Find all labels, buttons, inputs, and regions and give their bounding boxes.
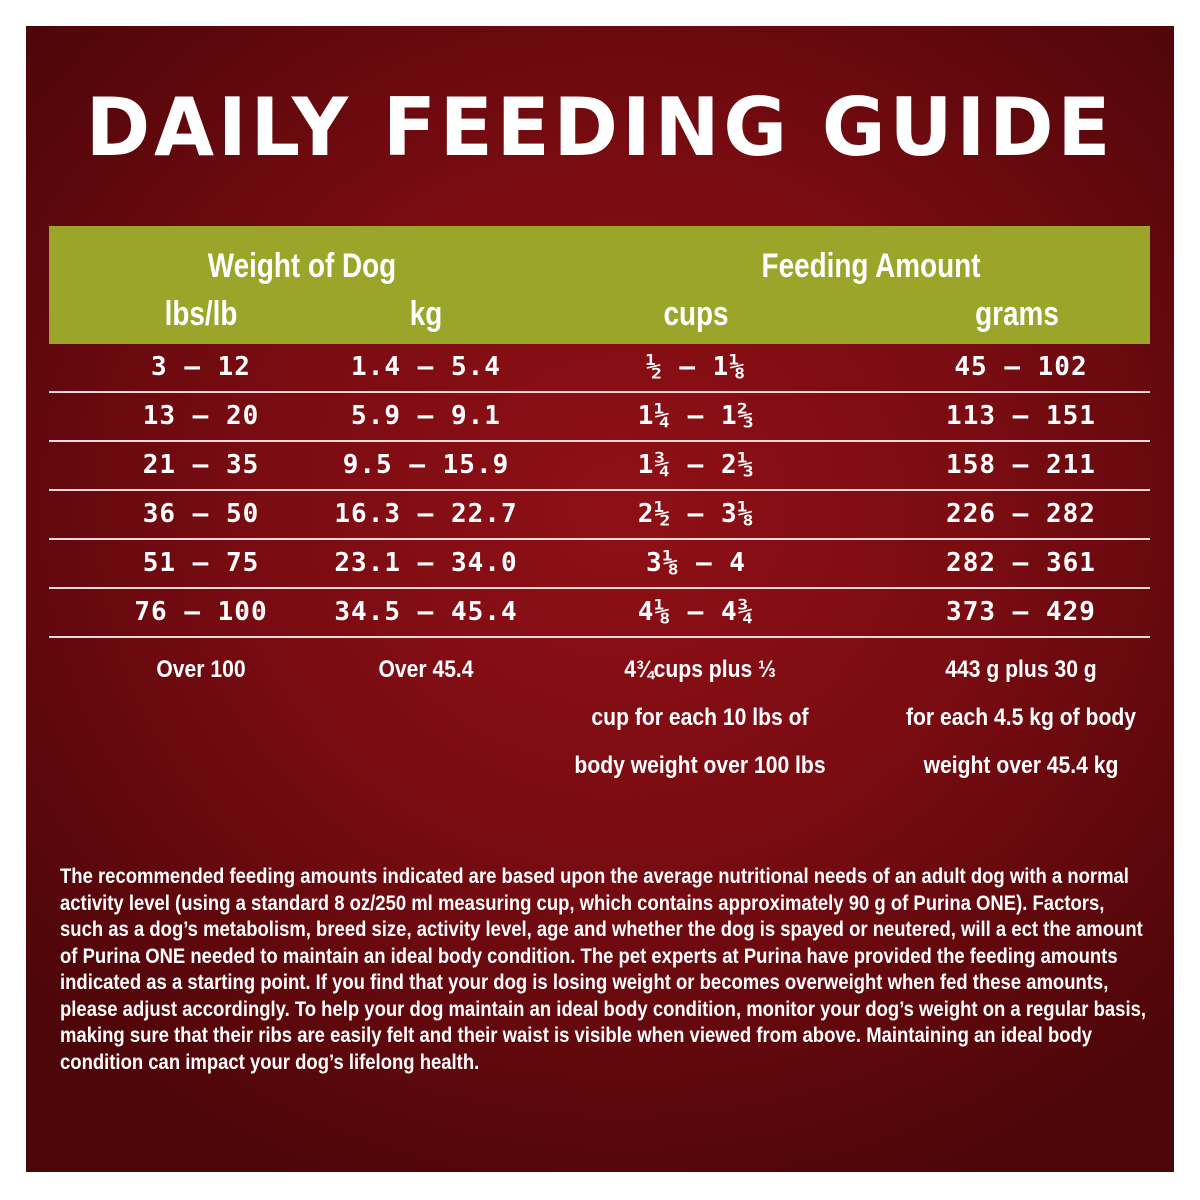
- cups-cell: 1¾ – 2⅓: [637, 450, 755, 480]
- grams-cell: 113 – 151: [946, 401, 1096, 431]
- kg-cell: 23.1 – 34.0: [334, 548, 518, 578]
- cups-cell: 4¾cups plus ⅓ cup for each 10 lbs of bod…: [574, 646, 825, 790]
- cups-cell: 1¼ – 1⅔: [637, 401, 755, 431]
- cups-cell: 4⅛ – 4¾: [637, 597, 755, 627]
- lbs-cell: 3 – 12: [151, 352, 251, 382]
- over-weight-row: Over 100 Over 45.4 4¾cups plus ⅓ cup for…: [49, 638, 1150, 788]
- kg-cell: 9.5 – 15.9: [342, 450, 510, 480]
- grams-cell: 443 g plus 30 g for each 4.5 kg of body …: [906, 646, 1136, 790]
- kg-column-heading: kg: [409, 295, 443, 333]
- cups-cell: 2½ – 3⅛: [637, 499, 755, 529]
- kg-cell: 34.5 – 45.4: [334, 597, 518, 627]
- table-row: 3 – 12 1.4 – 5.4 ½ – 1⅛ 45 – 102: [49, 344, 1150, 393]
- table-row: 36 – 50 16.3 – 22.7 2½ – 3⅛ 226 – 282: [49, 491, 1150, 540]
- lbs-cell: 51 – 75: [142, 548, 260, 578]
- table-row: 13 – 20 5.9 – 9.1 1¼ – 1⅔ 113 – 151: [49, 393, 1150, 442]
- feeding-note: The recommended feeding amounts indicate…: [60, 865, 1147, 1074]
- grams-cell: 158 – 211: [946, 450, 1096, 480]
- lbs-column-heading: lbs/lb: [164, 295, 238, 333]
- grams-cell: 373 – 429: [946, 597, 1096, 627]
- lbs-cell: 21 – 35: [142, 450, 260, 480]
- grams-cell: 226 – 282: [946, 499, 1096, 529]
- cups-line: 4¾cups plus ⅓: [624, 656, 776, 683]
- feeding-amount-heading: Feeding Amount: [761, 247, 981, 285]
- table-header: Weight of Dog Feeding Amount lbs/lb kg c…: [49, 226, 1150, 344]
- table-row: 21 – 35 9.5 – 15.9 1¾ – 2⅓ 158 – 211: [49, 442, 1150, 491]
- kg-cell: 1.4 – 5.4: [351, 352, 501, 382]
- lbs-cell: 36 – 50: [142, 499, 260, 529]
- cups-line: cup for each 10 lbs of: [591, 704, 809, 731]
- cups-column-heading: cups: [663, 295, 729, 333]
- lbs-cell: 76 – 100: [134, 597, 268, 627]
- weight-of-dog-heading: Weight of Dog: [207, 247, 397, 285]
- table-row: 51 – 75 23.1 – 34.0 3⅛ – 4 282 – 361: [49, 540, 1150, 589]
- feeding-table: Weight of Dog Feeding Amount lbs/lb kg c…: [49, 226, 1150, 788]
- lbs-cell: 13 – 20: [142, 401, 260, 431]
- grams-line: weight over 45.4 kg: [923, 752, 1119, 779]
- grams-line: for each 4.5 kg of body: [905, 704, 1137, 731]
- lbs-cell: Over 100: [156, 656, 246, 683]
- page-title: DAILY FEEDING GUIDE: [85, 81, 1115, 174]
- grams-cell: 282 – 361: [946, 548, 1096, 578]
- grams-line: 443 g plus 30 g: [945, 656, 1097, 683]
- feeding-guide-panel: DAILY FEEDING GUIDE Weight of Dog Feedin…: [26, 26, 1174, 1172]
- grams-cell: 45 – 102: [954, 352, 1088, 382]
- cups-cell: 3⅛ – 4: [646, 548, 746, 578]
- kg-cell: Over 45.4: [378, 656, 474, 683]
- kg-cell: 16.3 – 22.7: [334, 499, 518, 529]
- grams-column-heading: grams: [975, 295, 1059, 333]
- table-row: 76 – 100 34.5 – 45.4 4⅛ – 4¾ 373 – 429: [49, 589, 1150, 638]
- cups-cell: ½ – 1⅛: [646, 352, 746, 382]
- cups-line: body weight over 100 lbs: [574, 752, 826, 779]
- kg-cell: 5.9 – 9.1: [351, 401, 501, 431]
